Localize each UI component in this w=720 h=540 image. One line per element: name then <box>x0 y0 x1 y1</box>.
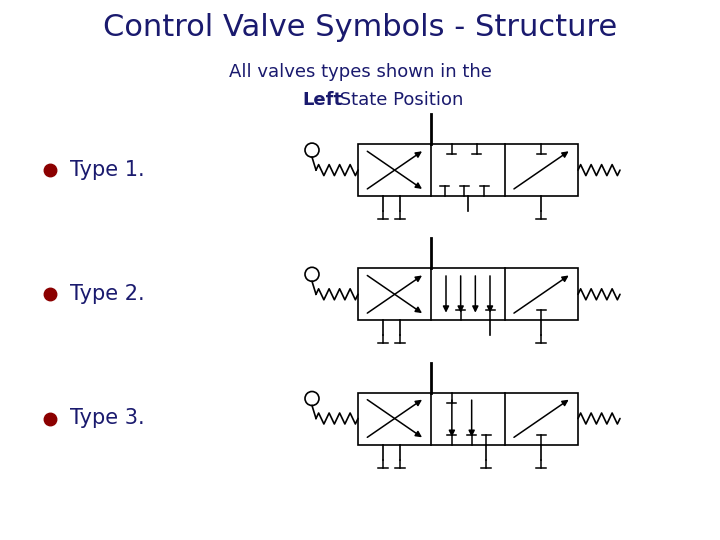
Text: Type 3.: Type 3. <box>70 408 145 429</box>
Text: Control Valve Symbols - Structure: Control Valve Symbols - Structure <box>103 14 617 43</box>
Bar <box>358 393 578 444</box>
Text: Type 2.: Type 2. <box>70 284 145 305</box>
Text: State Position: State Position <box>334 91 464 109</box>
Text: Left: Left <box>302 91 343 109</box>
Text: Type 1.: Type 1. <box>70 160 145 180</box>
Text: All valves types shown in the: All valves types shown in the <box>228 63 492 81</box>
Bar <box>358 268 578 320</box>
Bar <box>358 144 578 196</box>
